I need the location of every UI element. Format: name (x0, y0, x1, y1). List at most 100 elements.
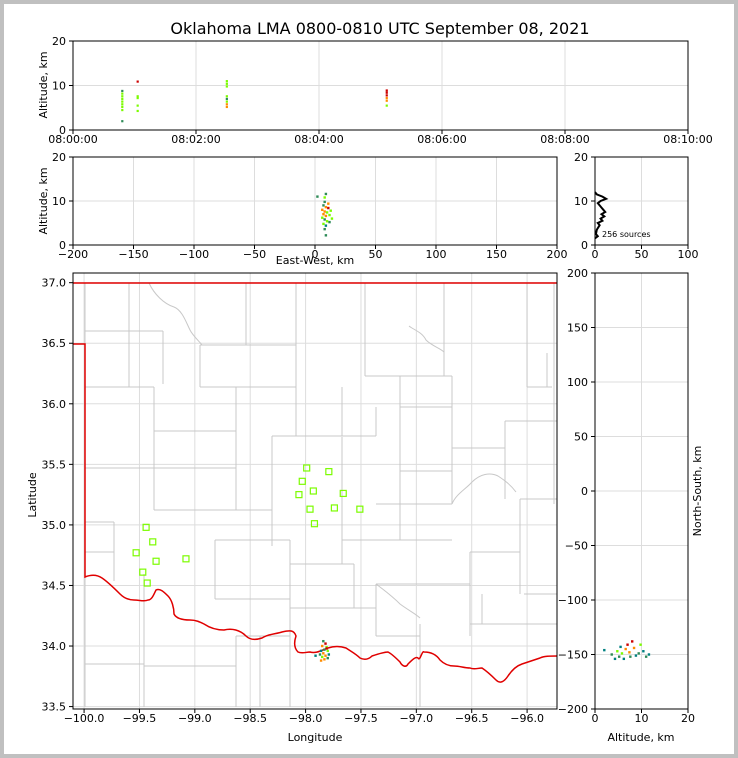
source-point (121, 105, 124, 109)
source-point (121, 95, 124, 98)
source-point (136, 95, 139, 98)
source-point (328, 213, 331, 217)
source-point (324, 192, 328, 196)
y-tick-label: −100 (558, 594, 588, 607)
source-point (121, 89, 124, 93)
source-point (324, 642, 327, 645)
panel-frame (72, 272, 558, 710)
x-tick-label: 08:00:00 (48, 133, 97, 146)
source-point (626, 643, 629, 646)
y-tick-label: 35.5 (42, 458, 67, 471)
source-point (624, 647, 627, 651)
source-point (322, 204, 325, 207)
source-point (318, 653, 322, 656)
y-tick-label: −150 (558, 649, 588, 662)
figure-frame: Oklahoma LMA 0800-0810 UTC September 08,… (4, 4, 734, 754)
source-point (385, 94, 388, 97)
source-point (121, 97, 124, 101)
y-tick-label: 0 (59, 124, 66, 137)
y-tick-label: 150 (567, 322, 588, 335)
y-tick-label: 20 (574, 151, 588, 164)
source-point (316, 195, 319, 198)
source-point (121, 108, 124, 112)
station-marker (132, 549, 140, 557)
station-marker (330, 504, 338, 512)
source-point (613, 657, 617, 661)
x-tick-label: 08:02:00 (171, 133, 220, 146)
x-tick-label: −99.5 (123, 712, 157, 725)
source-point (323, 210, 326, 213)
source-point (121, 120, 124, 123)
panel-ew-height: −200 −150 −100 −50 0 50 100 150 200 0 10 20 Altitud… (37, 151, 568, 267)
source-point (324, 205, 328, 209)
source-point (225, 85, 228, 88)
y-axis-label: Altitude, km (37, 51, 50, 118)
y-axis-label: North-South, km (691, 446, 704, 537)
source-point (327, 202, 330, 205)
station-marker (143, 579, 151, 587)
source-point (328, 220, 331, 224)
source-point (322, 639, 325, 643)
source-point (637, 652, 640, 655)
county-line (148, 282, 203, 346)
y-tick-label: 33.5 (42, 701, 67, 714)
y-tick-label: 50 (574, 431, 588, 444)
source-point (327, 206, 330, 210)
y-tick-label: 10 (574, 195, 588, 208)
x-axis-label: Altitude, km (607, 731, 674, 744)
x-tick-label: 100 (426, 248, 447, 261)
y-tick-label: 200 (567, 267, 588, 280)
source-point (225, 105, 228, 109)
x-tick-label: 0 (592, 712, 599, 725)
source-point (629, 655, 632, 658)
x-tick-label: 50 (369, 248, 383, 261)
y-axis-label: Altitude, km (37, 167, 50, 234)
ticks: 0 50 100 0 10 20 (574, 151, 699, 261)
source-point (322, 213, 325, 216)
panel-bg (73, 273, 557, 709)
source-point (319, 659, 323, 662)
data-points (316, 192, 334, 237)
x-tick-label: 0 (592, 248, 599, 261)
county-line (408, 325, 445, 353)
source-point (325, 646, 328, 649)
source-point (385, 91, 388, 94)
source-point (320, 644, 324, 648)
source-point (121, 103, 124, 106)
x-tick-label: −150 (118, 248, 148, 261)
panel-plan-view: −100.0 −99.5 −99.0 −98.5 −98.0 −97.5 −97.0 −96.… (26, 272, 558, 744)
source-point (385, 104, 388, 107)
source-point (634, 654, 638, 657)
source-point (121, 92, 124, 95)
data-points (314, 639, 331, 662)
source-point (385, 89, 388, 92)
x-tick-label: 20 (681, 712, 695, 725)
y-tick-label: 34.5 (42, 579, 67, 592)
station-marker (339, 489, 347, 498)
source-point (320, 655, 324, 659)
stations (132, 464, 364, 587)
station-marker (152, 557, 160, 565)
lma-figure: Oklahoma LMA 0800-0810 UTC September 08,… (26, 19, 713, 744)
altitude-profile-line (594, 191, 609, 240)
source-point (225, 97, 228, 101)
y-tick-label: −50 (565, 540, 588, 553)
source-point (639, 643, 642, 646)
x-tick-label: 200 (547, 248, 568, 261)
source-point (323, 658, 326, 661)
source-point (325, 647, 328, 650)
source-point (321, 216, 324, 219)
source-point (628, 651, 631, 654)
station-marker (325, 468, 333, 476)
x-tick-label: −98.5 (233, 712, 267, 725)
station-marker (310, 520, 319, 528)
chart-title: Oklahoma LMA 0800-0810 UTC September 08,… (170, 19, 589, 38)
source-point (225, 82, 228, 85)
source-point (329, 209, 332, 212)
y-tick-label: 36.0 (42, 398, 67, 411)
source-point (323, 200, 326, 204)
x-tick-label: −96.0 (510, 712, 544, 725)
x-tick-label: 10 (635, 712, 649, 725)
source-point (616, 650, 619, 653)
source-point (324, 224, 328, 227)
